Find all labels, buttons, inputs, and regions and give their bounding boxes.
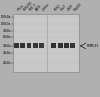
Text: 35kDa: 35kDa — [3, 51, 11, 55]
Text: A431: A431 — [35, 4, 43, 12]
Text: 293T: 293T — [66, 4, 74, 12]
Text: 55kDa: 55kDa — [3, 35, 11, 39]
Text: HepG2: HepG2 — [73, 2, 83, 12]
Text: 40kDa: 40kDa — [3, 44, 11, 48]
FancyBboxPatch shape — [13, 14, 79, 72]
Text: Jurkat: Jurkat — [41, 3, 50, 12]
FancyBboxPatch shape — [70, 43, 75, 48]
Text: Cos7: Cos7 — [60, 4, 68, 12]
Text: MCF-7: MCF-7 — [29, 3, 38, 12]
Text: 130kDa: 130kDa — [1, 16, 11, 19]
FancyBboxPatch shape — [26, 43, 31, 48]
Text: 70kDa: 70kDa — [3, 29, 11, 33]
FancyBboxPatch shape — [58, 43, 63, 48]
Text: 25kDa: 25kDa — [3, 61, 11, 65]
Text: HeLa: HeLa — [16, 4, 25, 12]
FancyBboxPatch shape — [64, 43, 69, 48]
FancyBboxPatch shape — [52, 43, 56, 48]
FancyBboxPatch shape — [14, 43, 19, 48]
Text: 100kDa: 100kDa — [1, 22, 11, 26]
FancyBboxPatch shape — [20, 43, 25, 48]
Text: HEK293: HEK293 — [23, 1, 34, 12]
FancyBboxPatch shape — [33, 43, 38, 48]
FancyBboxPatch shape — [39, 43, 44, 48]
Text: PSMD13: PSMD13 — [87, 44, 99, 48]
Text: K562: K562 — [54, 4, 62, 12]
